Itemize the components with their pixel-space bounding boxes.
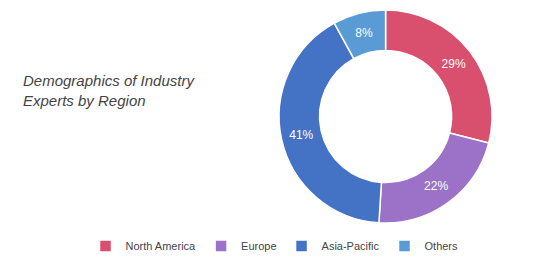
svg-text:Demographics of IndustryExpert: Demographics of IndustryExperts by Regio… [23,72,195,109]
svg-text:Europe: Europe [241,240,276,252]
svg-text:Others: Others [425,240,459,252]
svg-text:8%: 8% [355,26,373,40]
svg-text:41%: 41% [289,128,313,142]
svg-text:29%: 29% [442,57,466,71]
svg-text:North America: North America [126,240,197,252]
svg-text:Asia-Pacific: Asia-Pacific [322,240,380,252]
svg-text:22%: 22% [424,179,448,193]
